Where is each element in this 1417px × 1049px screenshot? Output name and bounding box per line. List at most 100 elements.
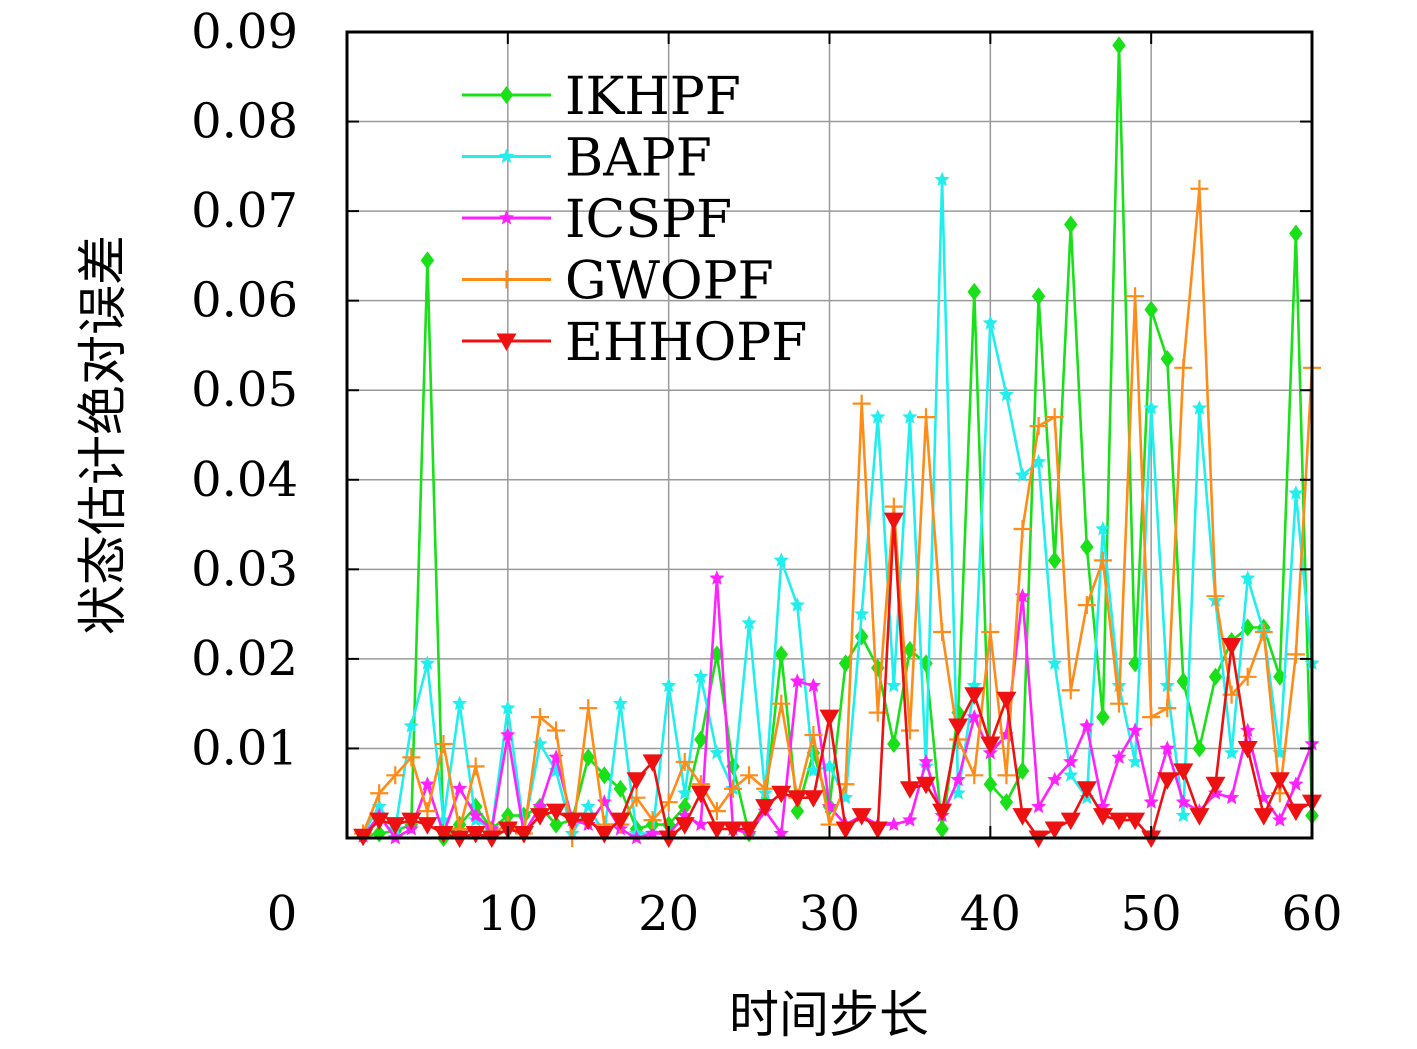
data-point-plus — [1158, 699, 1177, 718]
data-point-diamond — [1112, 36, 1126, 55]
data-point-plus — [1093, 551, 1112, 570]
data-point-star — [1047, 655, 1063, 670]
legend-label: IKHPF — [565, 67, 741, 127]
data-point-triangle — [562, 812, 583, 831]
data-point-triangle — [465, 826, 486, 844]
data-point-plus — [1061, 681, 1080, 700]
data-point-diamond — [1144, 300, 1158, 319]
data-point-star — [1224, 744, 1240, 760]
data-point-star — [998, 386, 1014, 402]
series-line — [362, 576, 1314, 840]
data-point-diamond — [1192, 739, 1207, 758]
data-point-triangle — [1221, 637, 1242, 656]
data-point-triangle — [578, 812, 599, 831]
data-point-triangle — [546, 803, 567, 822]
data-point-plus — [547, 721, 566, 740]
series-bapf — [355, 171, 1320, 840]
data-point-star — [789, 597, 805, 612]
data-point-triangle — [706, 821, 727, 840]
data-point-plus — [756, 779, 775, 798]
data-point-star — [709, 570, 725, 585]
data-point-diamond — [999, 793, 1014, 812]
data-point-star — [918, 753, 934, 769]
data-point-plus — [643, 811, 662, 830]
data-point-triangle — [996, 691, 1017, 710]
data-point-plus — [466, 757, 485, 776]
data-point-diamond — [774, 645, 788, 664]
data-point-star — [773, 552, 789, 567]
data-point-star — [1288, 776, 1304, 791]
y-tick-label: 0.06 — [191, 273, 298, 329]
data-point-triangle — [867, 821, 888, 840]
data-point-star — [741, 615, 757, 630]
y-tick-label: 0.07 — [191, 183, 298, 239]
data-point-star — [500, 727, 516, 742]
data-point-plus — [1045, 408, 1064, 427]
y-tick-label: 0.01 — [191, 720, 298, 776]
data-point-triangle — [690, 785, 711, 804]
data-point-diamond — [1064, 215, 1078, 234]
data-point-triangle — [723, 821, 743, 840]
data-point-triangle — [1044, 821, 1065, 840]
data-point-plus — [1206, 587, 1225, 606]
data-point-star — [854, 606, 870, 621]
data-point-plus — [1110, 694, 1128, 713]
data-point-diamond — [1160, 349, 1174, 368]
data-point-triangle — [1076, 781, 1097, 799]
data-point-plus — [772, 694, 791, 713]
data-point-star — [1175, 807, 1191, 823]
data-point-star — [452, 695, 468, 711]
y-tick-label: 0.03 — [191, 541, 298, 597]
x-tick-label: 60 — [1281, 886, 1342, 942]
data-point-triangle — [1285, 803, 1306, 822]
data-point-star — [645, 825, 661, 840]
data-point-triangle — [803, 790, 824, 808]
x-tick-label: 30 — [799, 886, 860, 942]
data-point-star — [1079, 718, 1095, 733]
data-point-diamond — [597, 766, 612, 785]
data-point-triangle — [835, 821, 856, 840]
data-point-star — [789, 673, 805, 688]
data-point-plus — [917, 408, 935, 427]
data-point-star — [950, 785, 966, 800]
series-ikhpf — [356, 36, 1319, 847]
legend-item: ICSPF — [462, 190, 732, 250]
data-point-star — [1014, 467, 1031, 482]
data-point-plus — [852, 394, 871, 413]
data-point-star — [1159, 740, 1175, 755]
data-point-triangle — [980, 736, 1001, 754]
data-point-diamond — [1208, 667, 1223, 686]
data-point-triangle — [819, 709, 840, 728]
data-point-star — [950, 771, 966, 787]
legend-label: ICSPF — [565, 190, 732, 250]
data-point-triangle — [369, 812, 390, 831]
data-point-plus — [531, 708, 549, 727]
data-point-star — [1063, 767, 1079, 782]
data-point-plus — [724, 779, 742, 798]
x-tick-label: 20 — [638, 886, 699, 942]
data-point-triangle — [755, 799, 776, 817]
data-point-plus — [707, 802, 726, 821]
data-point-star — [805, 677, 821, 693]
data-point-triangle — [964, 687, 985, 705]
data-point-triangle — [610, 812, 631, 831]
data-point-triangle — [1269, 772, 1290, 790]
x-tick-label: 10 — [477, 886, 538, 942]
data-point-diamond — [1015, 761, 1030, 780]
legend-label: EHHOPF — [565, 313, 807, 373]
data-point-star — [468, 812, 484, 827]
data-point-star — [677, 785, 693, 800]
data-point-triangle — [626, 772, 647, 790]
data-point-triangle — [851, 808, 872, 826]
data-point-triangle — [1092, 808, 1113, 826]
data-point-star — [1175, 794, 1191, 809]
data-point-triangle — [771, 785, 792, 804]
legend-item: BAPF — [462, 129, 712, 189]
data-point-plus — [804, 726, 823, 745]
data-point-triangle — [594, 826, 615, 844]
data-point-diamond — [499, 86, 514, 104]
data-point-plus — [900, 721, 919, 740]
x-tick-label: 40 — [960, 886, 1021, 942]
data-point-star — [1240, 722, 1256, 737]
